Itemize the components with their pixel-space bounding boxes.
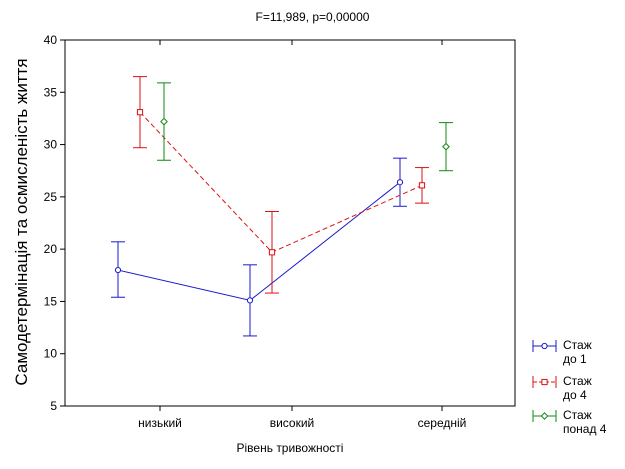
legend-label-line: Стаж [563, 338, 592, 352]
y-tick-label: 30 [44, 138, 58, 152]
data-point [160, 117, 168, 126]
data-point [442, 142, 450, 151]
data-point [268, 249, 276, 256]
legend-item-label: Стаж до 1 [563, 338, 592, 366]
legend-item-label: Стаж понад 4 [563, 408, 606, 436]
y-tick-label: 20 [44, 242, 58, 256]
legend-label-line: до 1 [563, 352, 587, 366]
data-point [396, 179, 404, 186]
series-2 [133, 76, 429, 294]
series-1 [111, 157, 407, 337]
legend-label-line: понад 4 [563, 422, 607, 436]
y-axis-ticks: 5 10 15 20 25 30 35 40 [44, 33, 65, 413]
data-point [136, 109, 144, 116]
series-line [117, 181, 401, 301]
series-layer [111, 76, 453, 337]
data-point [540, 412, 549, 420]
x-tick-label: середній [418, 416, 467, 430]
y-tick-label: 25 [44, 190, 58, 204]
y-tick-label: 15 [44, 294, 58, 308]
x-axis-ticks: низький високий середній [138, 40, 466, 430]
y-tick-label: 5 [50, 399, 57, 413]
legend-item-label: Стаж до 4 [563, 374, 592, 402]
legend-label-line: Стаж [563, 408, 592, 422]
data-point [246, 297, 254, 304]
series-3 [157, 82, 453, 172]
data-point [114, 266, 122, 274]
legend [532, 340, 557, 422]
data-point [541, 342, 548, 350]
legend-label-line: Стаж [563, 374, 592, 388]
x-tick-label: низький [138, 416, 182, 430]
legend-label-line: до 4 [563, 388, 587, 402]
data-point [418, 182, 426, 189]
y-tick-label: 35 [44, 85, 58, 99]
chart-title: F=11,989, p=0,00000 [255, 10, 370, 24]
x-tick-label: високий [270, 416, 315, 430]
plot-frame [64, 39, 516, 407]
y-tick-label: 10 [44, 347, 58, 361]
data-point [541, 378, 548, 386]
series-line [139, 111, 423, 253]
y-tick-label: 40 [44, 33, 58, 47]
x-axis-label: Рівень тривожності [236, 441, 344, 455]
